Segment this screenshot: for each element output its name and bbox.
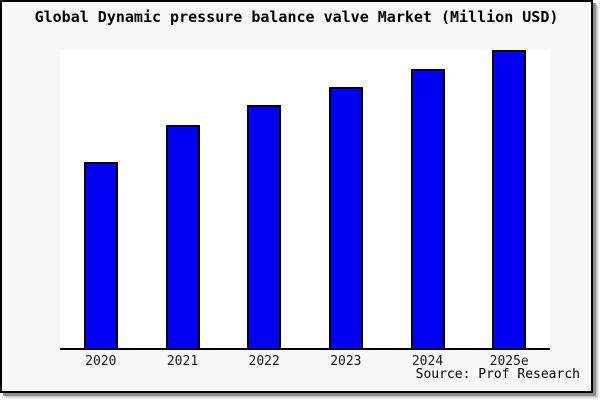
bar-2025e [492, 50, 527, 348]
bar-2021 [165, 124, 200, 348]
chart-frame: Global Dynamic pressure balance valve Ma… [0, 0, 593, 393]
bar-2020 [83, 161, 118, 348]
bar-2023 [328, 87, 363, 348]
source-credit: Source: Prof Research [415, 367, 580, 382]
x-tick-label: 2021 [166, 354, 199, 369]
chart-title: Global Dynamic pressure balance valve Ma… [34, 8, 559, 26]
bar-slot [60, 50, 142, 348]
bar-slot [305, 50, 387, 348]
x-tick-label: 2024 [411, 354, 444, 369]
bar-2024 [410, 69, 445, 348]
bar-slot [223, 50, 305, 348]
x-tick-label: 2025e [489, 354, 529, 369]
x-tick-label: 2023 [330, 354, 362, 369]
bar-slot [468, 50, 550, 348]
bar-slot [142, 50, 224, 348]
x-axis-labels: 2020 2021 2022 2023 2024 2025e [60, 354, 550, 369]
bars [60, 50, 550, 348]
bar-2022 [247, 105, 282, 348]
plot-area [60, 50, 550, 350]
x-tick-label: 2022 [248, 354, 280, 369]
x-tick-label: 2020 [85, 354, 117, 369]
bar-slot [387, 50, 469, 348]
